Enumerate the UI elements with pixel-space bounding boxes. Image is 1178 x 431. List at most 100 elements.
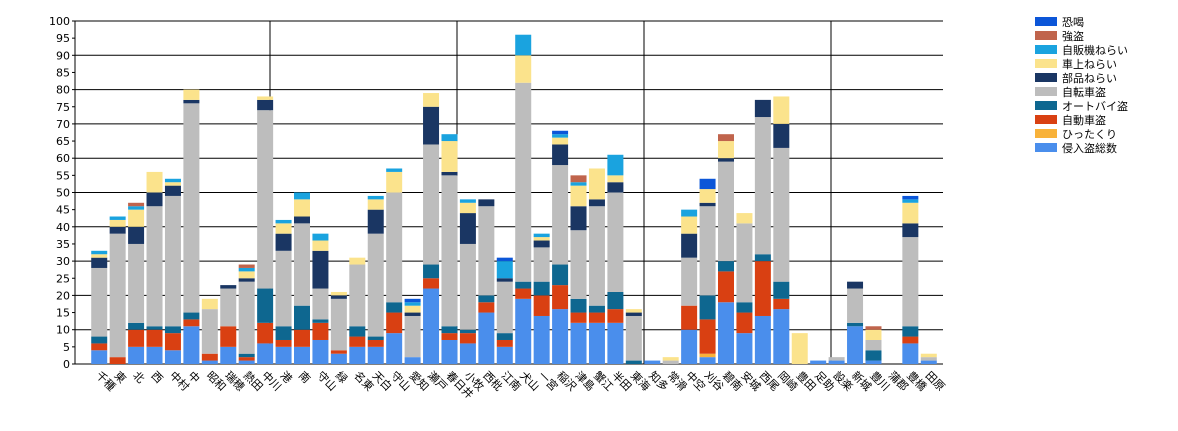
bar-segment — [736, 312, 753, 334]
bar-segment — [146, 346, 163, 364]
y-tick-label: 0 — [63, 358, 70, 371]
bar-segment — [718, 271, 734, 303]
bar-segment — [109, 357, 126, 364]
bar-segment — [496, 281, 513, 334]
bar-segment — [201, 309, 218, 354]
bar-segment — [367, 233, 384, 337]
bar-segment — [109, 233, 126, 358]
bar-segment — [128, 243, 145, 323]
bar-segment — [902, 195, 919, 200]
bar-segment — [349, 326, 366, 337]
bar-segment — [515, 34, 532, 56]
bar-segment — [718, 302, 734, 364]
bar-segment — [164, 326, 181, 334]
x-tick-label: 西 — [148, 369, 165, 386]
bar-segment — [847, 281, 864, 289]
bar-segment — [736, 223, 753, 303]
y-tick-label: 20 — [56, 289, 70, 302]
bar-segment — [164, 350, 181, 364]
bar-segment — [146, 206, 163, 327]
y-tick-label: 5 — [63, 341, 70, 354]
bar-segment — [902, 237, 919, 327]
bar-segment — [146, 326, 163, 330]
legend-label: 自転車盗 — [1062, 85, 1106, 99]
bar-segment — [681, 257, 698, 306]
bar-segment — [91, 257, 108, 268]
bar-segment — [570, 230, 587, 299]
bar-segment — [220, 346, 237, 364]
bar-segment — [828, 360, 845, 364]
x-tick-label: 豊川 — [867, 369, 892, 394]
legend-label: 部品ねらい — [1062, 71, 1117, 85]
legend-label: ひったくり — [1062, 128, 1117, 141]
bar-segment — [570, 298, 587, 313]
bar-segment — [91, 250, 108, 255]
legend-label: 自動車盗 — [1062, 113, 1106, 127]
bar-segment — [607, 309, 624, 323]
bar-segment — [294, 329, 310, 347]
bar-segment — [330, 353, 347, 364]
bar-segment — [533, 237, 550, 241]
bar-segment — [275, 233, 292, 251]
bar-segment — [128, 322, 145, 330]
bar-segment — [423, 106, 440, 145]
bar-segment — [662, 360, 679, 364]
x-tick-label: 常滑 — [665, 369, 690, 394]
bar-segment — [459, 333, 476, 344]
bar-segment — [294, 199, 310, 217]
bar-segment — [238, 264, 255, 268]
legend-swatch — [1035, 59, 1057, 68]
bar-segment — [459, 343, 476, 364]
bar-segment — [607, 192, 624, 292]
bar-segment — [220, 288, 237, 327]
bar-segment — [404, 357, 421, 364]
bar-segment — [294, 192, 310, 200]
bar-segment — [478, 295, 495, 303]
bar-segment — [588, 305, 605, 313]
bar-segment — [625, 312, 642, 316]
bar-segment — [330, 350, 347, 354]
bar-segment — [128, 226, 145, 244]
bar-segment — [146, 171, 163, 193]
bar-segment — [496, 257, 513, 262]
bar-segment — [552, 309, 569, 364]
x-tick-label: 田原 — [923, 369, 948, 394]
bar-segment — [183, 89, 200, 100]
bar-segment — [607, 322, 624, 364]
bar-segment — [496, 278, 513, 282]
bar-segment — [312, 250, 329, 289]
bar-segment — [294, 346, 310, 364]
y-tick-label: 90 — [56, 49, 70, 62]
bar-segment — [920, 357, 937, 361]
bar-segment — [478, 206, 495, 296]
bar-segment — [423, 264, 440, 279]
legend-swatch — [1035, 101, 1057, 110]
bar-segment — [183, 326, 200, 364]
bar-segment — [718, 261, 734, 272]
bar-segment — [146, 192, 163, 207]
bar-segment — [515, 55, 532, 83]
bar-segment — [496, 346, 513, 364]
bar-segment — [423, 278, 440, 289]
bar-segment — [109, 226, 126, 234]
bar-segment — [164, 182, 181, 186]
bar-segment — [902, 199, 919, 203]
y-tick-label: 40 — [56, 221, 70, 234]
bar-segment — [533, 295, 550, 316]
x-tick-label: 南 — [296, 369, 313, 386]
bar-segment — [570, 206, 587, 231]
x-tick-label: 西尾 — [757, 369, 782, 394]
bar-segment — [201, 353, 218, 361]
bar-segment — [847, 288, 864, 323]
bar-segment — [128, 209, 145, 227]
bar-segment — [312, 233, 329, 241]
bar-segment — [902, 223, 919, 238]
bar-segment — [183, 319, 200, 327]
x-tick-label: 昭和 — [204, 369, 229, 394]
bar-segment — [754, 254, 771, 262]
bar-segment — [865, 326, 882, 330]
bar-segment — [773, 96, 790, 124]
bar-segment — [847, 322, 864, 327]
bar-segment — [533, 240, 550, 248]
